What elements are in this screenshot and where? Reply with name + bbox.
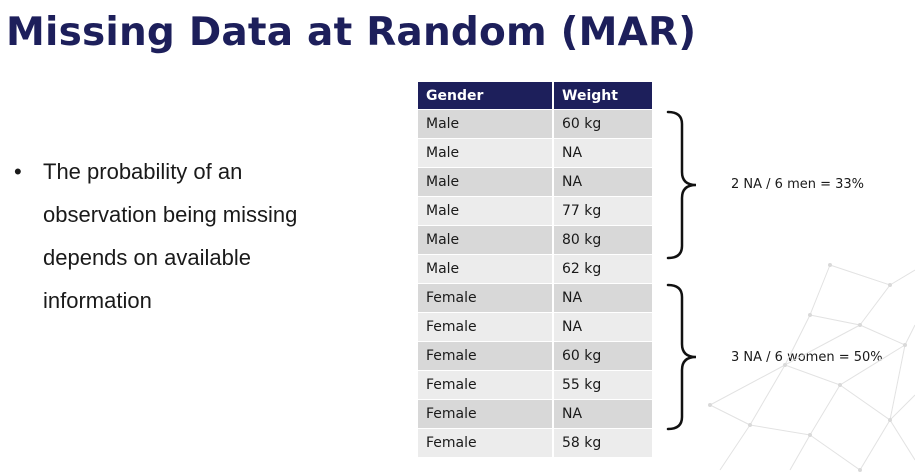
table-row: Male 62 kg [418,255,652,283]
table-row: Female NA [418,313,652,341]
gender-cell: Female [418,371,552,399]
bullet-text: The probability of an observation being … [43,159,298,313]
network-pattern-decoration [708,263,915,472]
table-row: Female 55 kg [418,371,652,399]
gender-cell: Male [418,255,552,283]
men-group-brace [666,110,697,260]
gender-cell: Female [418,400,552,428]
weight-cell: 60 kg [552,110,652,138]
gender-cell: Female [418,342,552,370]
table-row: Male 80 kg [418,226,652,254]
gender-cell: Male [418,139,552,167]
gender-cell: Male [418,226,552,254]
gender-cell: Male [418,168,552,196]
weight-cell: NA [552,313,652,341]
weight-cell: 55 kg [552,371,652,399]
table-row: Male 60 kg [418,110,652,138]
table-row: Male NA [418,139,652,167]
gender-cell: Female [418,313,552,341]
weight-cell: 80 kg [552,226,652,254]
weight-cell: 62 kg [552,255,652,283]
table-row: Female NA [418,284,652,312]
weight-cell: 77 kg [552,197,652,225]
men-missing-rate: 2 NA / 6 men = 33% [731,177,865,192]
header-gender: Gender [418,82,552,109]
table-row: Male 77 kg [418,197,652,225]
gender-weight-table: Gender Weight Male 60 kg Male NA Male NA… [418,81,652,458]
weight-cell: NA [552,400,652,428]
table-row: Female NA [418,400,652,428]
weight-cell: 58 kg [552,429,652,457]
slide-title: Missing Data at Random (MAR) [6,10,697,55]
weight-cell: NA [552,139,652,167]
women-missing-rate: 3 NA / 6 women = 50% [731,350,883,365]
gender-cell: Female [418,429,552,457]
gender-cell: Male [418,110,552,138]
bullet-point: • The probability of an observation bein… [14,150,354,322]
weight-cell: 60 kg [552,342,652,370]
table-row: Female 60 kg [418,342,652,370]
table-row: Male NA [418,168,652,196]
weight-cell: NA [552,168,652,196]
women-group-brace [666,283,697,431]
header-weight: Weight [552,82,652,109]
bullet-marker: • [14,159,22,184]
table-row: Female 58 kg [418,429,652,457]
gender-cell: Male [418,197,552,225]
gender-cell: Female [418,284,552,312]
table-header-row: Gender Weight [418,82,652,109]
weight-cell: NA [552,284,652,312]
